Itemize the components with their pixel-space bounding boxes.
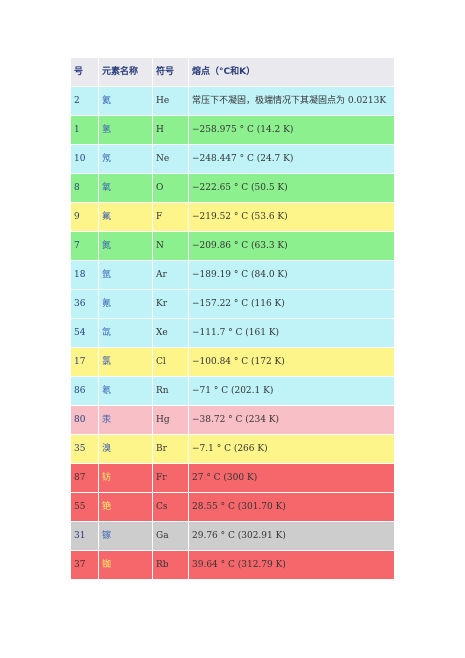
cell-melting-point: −111.7 ° C (161 K) xyxy=(188,318,395,348)
table-row: 87 钫 Fr 27 ° C (300 K) xyxy=(70,463,395,493)
cell-melting-point: 29.76 ° C (302.91 K) xyxy=(188,521,395,551)
cell-melting-point: −189.19 ° C (84.0 K) xyxy=(188,260,395,290)
cell-symbol: F xyxy=(152,202,189,232)
table-row: 54 氙 Xe −111.7 ° C (161 K) xyxy=(70,318,395,348)
table-row: 17 氯 Cl −100.84 ° C (172 K) xyxy=(70,347,395,377)
cell-number: 87 xyxy=(70,463,99,493)
cell-number: 1 xyxy=(70,115,99,145)
table-row: 80 汞 Hg −38.72 ° C (234 K) xyxy=(70,405,395,435)
cell-melting-point: −219.52 ° C (53.6 K) xyxy=(188,202,395,232)
cell-number: 37 xyxy=(70,550,99,580)
table-row: 7 氮 N −209.86 ° C (63.3 K) xyxy=(70,231,395,261)
cell-element-name: 汞 xyxy=(98,405,153,435)
cell-element-name: 镓 xyxy=(98,521,153,551)
cell-number: 18 xyxy=(70,260,99,290)
cell-melting-point: 39.64 ° C (312.79 K) xyxy=(188,550,395,580)
cell-symbol: O xyxy=(152,173,189,203)
cell-element-name: 氢 xyxy=(98,115,153,145)
table-row: 1 氢 H −258.975 ° C (14.2 K) xyxy=(70,115,395,145)
cell-symbol: Hg xyxy=(152,405,189,435)
cell-element-name: 氡 xyxy=(98,376,153,406)
cell-melting-point: −100.84 ° C (172 K) xyxy=(188,347,395,377)
cell-symbol: Ga xyxy=(152,521,189,551)
cell-number: 80 xyxy=(70,405,99,435)
cell-number: 86 xyxy=(70,376,99,406)
melting-point-table: 号 元素名称 符号 熔点（°C和K） 2 氦 He 常压下不凝固，极端情况下其凝固点为… xyxy=(70,57,395,580)
table-row: 35 溴 Br −7.1 ° C (266 K) xyxy=(70,434,395,464)
cell-number: 2 xyxy=(70,86,99,116)
cell-number: 54 xyxy=(70,318,99,348)
cell-element-name: 钫 xyxy=(98,463,153,493)
cell-element-name: 铷 xyxy=(98,550,153,580)
header-name: 元素名称 xyxy=(98,57,153,87)
cell-number: 8 xyxy=(70,173,99,203)
cell-melting-point: −248.447 ° C (24.7 K) xyxy=(188,144,395,174)
cell-symbol: Ne xyxy=(152,144,189,174)
cell-melting-point: −258.975 ° C (14.2 K) xyxy=(188,115,395,145)
cell-symbol: Br xyxy=(152,434,189,464)
cell-melting-point: −7.1 ° C (266 K) xyxy=(188,434,395,464)
cell-number: 36 xyxy=(70,289,99,319)
cell-symbol: Xe xyxy=(152,318,189,348)
cell-melting-point: −157.22 ° C (116 K) xyxy=(188,289,395,319)
table-header-row: 号 元素名称 符号 熔点（°C和K） xyxy=(70,57,395,87)
cell-symbol: Kr xyxy=(152,289,189,319)
cell-melting-point: 常压下不凝固，极端情况下其凝固点为 0.0213K xyxy=(188,86,395,116)
table-row: 2 氦 He 常压下不凝固，极端情况下其凝固点为 0.0213K xyxy=(70,86,395,116)
cell-element-name: 溴 xyxy=(98,434,153,464)
cell-number: 9 xyxy=(70,202,99,232)
cell-symbol: Rn xyxy=(152,376,189,406)
cell-element-name: 氯 xyxy=(98,347,153,377)
table-row: 8 氧 O −222.65 ° C (50.5 K) xyxy=(70,173,395,203)
table-row: 37 铷 Rb 39.64 ° C (312.79 K) xyxy=(70,550,395,580)
header-melting-point: 熔点（°C和K） xyxy=(188,57,395,87)
table-body: 2 氦 He 常压下不凝固，极端情况下其凝固点为 0.0213K 1 氢 H −258.975… xyxy=(70,86,395,580)
table-row: 55 铯 Cs 28.55 ° C (301.70 K) xyxy=(70,492,395,522)
cell-melting-point: −209.86 ° C (63.3 K) xyxy=(188,231,395,261)
cell-element-name: 铯 xyxy=(98,492,153,522)
table-row: 86 氡 Rn −71 ° C (202.1 K) xyxy=(70,376,395,406)
cell-symbol: Cs xyxy=(152,492,189,522)
cell-element-name: 氙 xyxy=(98,318,153,348)
cell-element-name: 氧 xyxy=(98,173,153,203)
cell-number: 55 xyxy=(70,492,99,522)
table-row: 9 氟 F −219.52 ° C (53.6 K) xyxy=(70,202,395,232)
cell-element-name: 氩 xyxy=(98,260,153,290)
cell-element-name: 氖 xyxy=(98,144,153,174)
cell-symbol: N xyxy=(152,231,189,261)
cell-melting-point: 28.55 ° C (301.70 K) xyxy=(188,492,395,522)
cell-element-name: 氦 xyxy=(98,86,153,116)
cell-number: 35 xyxy=(70,434,99,464)
cell-element-name: 氟 xyxy=(98,202,153,232)
cell-symbol: Fr xyxy=(152,463,189,493)
table-row: 36 氪 Kr −157.22 ° C (116 K) xyxy=(70,289,395,319)
cell-element-name: 氮 xyxy=(98,231,153,261)
table-row: 18 氩 Ar −189.19 ° C (84.0 K) xyxy=(70,260,395,290)
cell-melting-point: −71 ° C (202.1 K) xyxy=(188,376,395,406)
table-row: 10 氖 Ne −248.447 ° C (24.7 K) xyxy=(70,144,395,174)
cell-melting-point: −38.72 ° C (234 K) xyxy=(188,405,395,435)
cell-symbol: Ar xyxy=(152,260,189,290)
cell-number: 17 xyxy=(70,347,99,377)
table-row: 31 镓 Ga 29.76 ° C (302.91 K) xyxy=(70,521,395,551)
cell-symbol: Rb xyxy=(152,550,189,580)
cell-melting-point: −222.65 ° C (50.5 K) xyxy=(188,173,395,203)
cell-number: 7 xyxy=(70,231,99,261)
cell-melting-point: 27 ° C (300 K) xyxy=(188,463,395,493)
header-symbol: 符号 xyxy=(152,57,189,87)
cell-symbol: Cl xyxy=(152,347,189,377)
cell-symbol: H xyxy=(152,115,189,145)
cell-element-name: 氪 xyxy=(98,289,153,319)
cell-symbol: He xyxy=(152,86,189,116)
header-number: 号 xyxy=(70,57,99,87)
cell-number: 31 xyxy=(70,521,99,551)
cell-number: 10 xyxy=(70,144,99,174)
